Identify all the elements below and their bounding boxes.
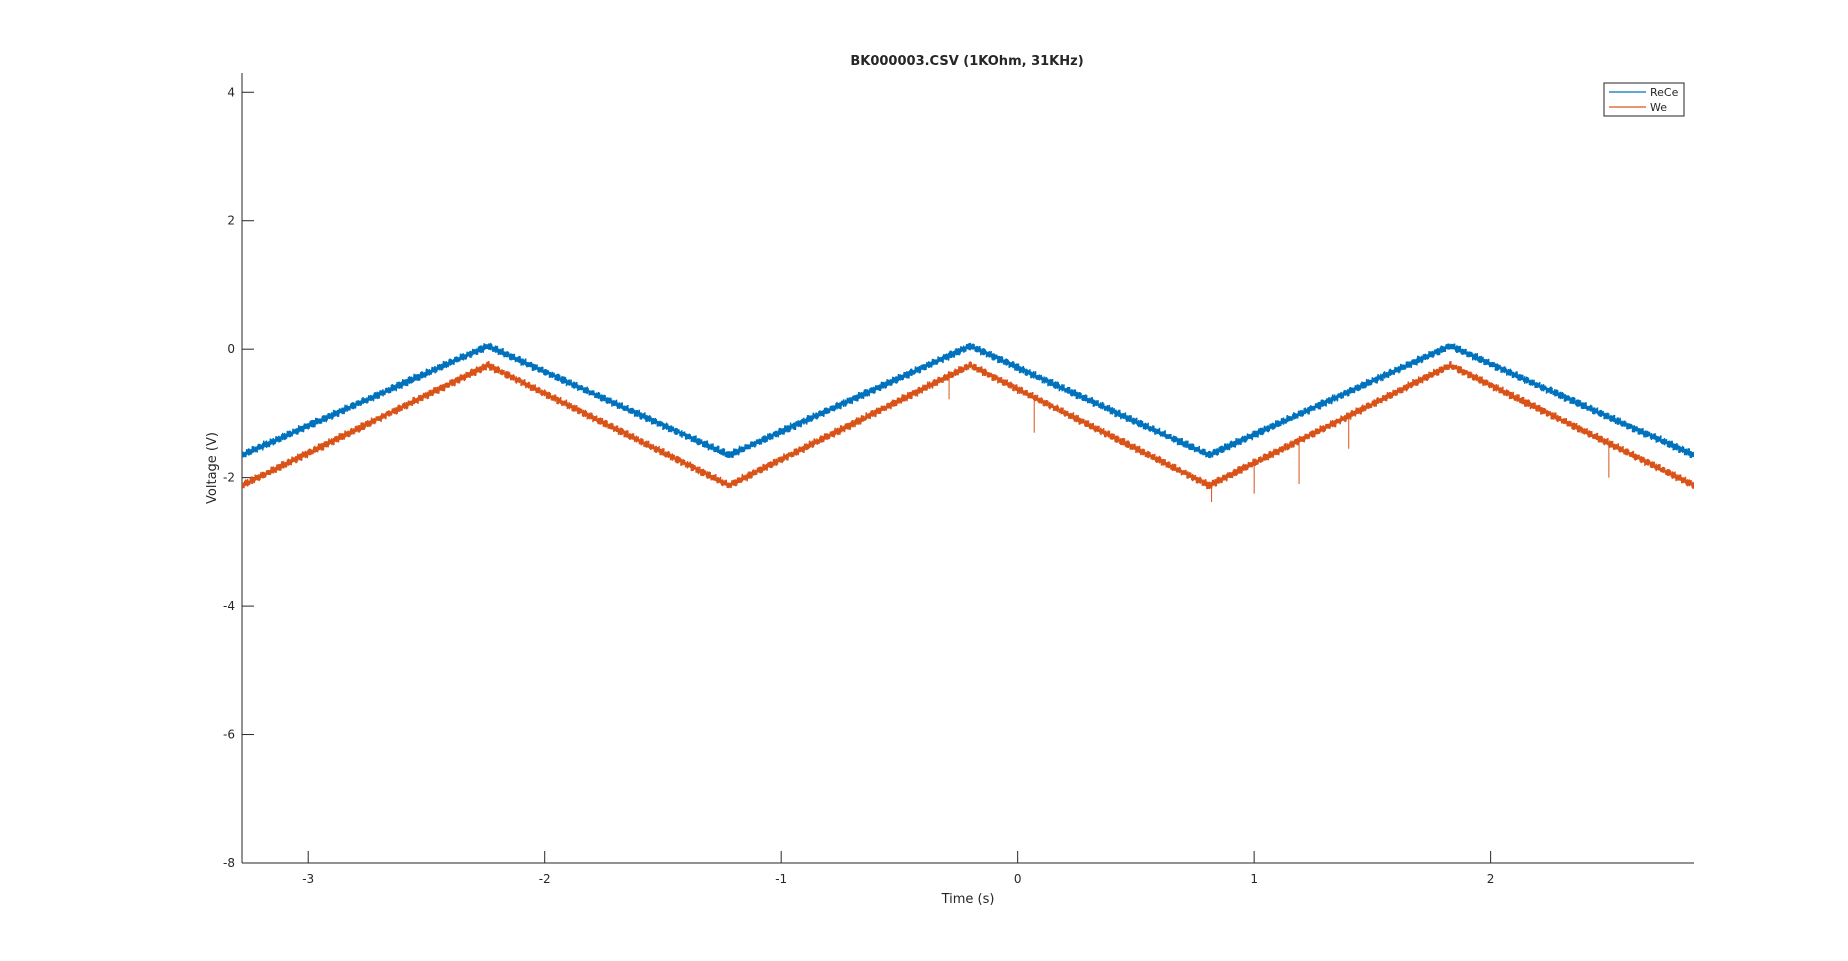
series-line-we: [242, 360, 1694, 490]
y-tick-label: -2: [223, 471, 235, 485]
x-tick-label: -3: [302, 872, 314, 886]
y-tick-label: -8: [223, 856, 235, 870]
legend-label-we: We: [1650, 101, 1667, 114]
x-tick-label: -2: [539, 872, 551, 886]
x-tick-label: -1: [775, 872, 787, 886]
y-tick-label: 2: [227, 214, 235, 228]
series-we: [242, 360, 1694, 503]
chart-title: BK000003.CSV (1KOhm, 31KHz): [850, 54, 1083, 69]
axis-ticks: -3 -2 -1 0 1 2 4 2 0 -2 -4 -6 -8: [223, 85, 1494, 886]
legend: ReCe We: [1603, 82, 1685, 117]
x-tick-label: 1: [1250, 872, 1258, 886]
series-rece: [242, 342, 1694, 459]
plot-area: -3 -2 -1 0 1 2 4 2 0 -2 -4 -6 -8: [223, 73, 1694, 886]
legend-label-rece: ReCe: [1650, 86, 1679, 99]
y-tick-label: 0: [227, 342, 235, 356]
y-tick-label: -4: [223, 599, 235, 613]
series-line-rece: [242, 342, 1694, 459]
x-tick-label: 2: [1487, 872, 1495, 886]
y-axis-label: Voltage (V): [205, 432, 220, 504]
x-axis-label: Time (s): [941, 892, 995, 907]
x-tick-label: 0: [1014, 872, 1022, 886]
y-tick-label: 4: [227, 85, 235, 99]
legend-box: [1603, 82, 1685, 117]
y-tick-label: -6: [223, 728, 235, 742]
series-layer: [242, 342, 1694, 503]
